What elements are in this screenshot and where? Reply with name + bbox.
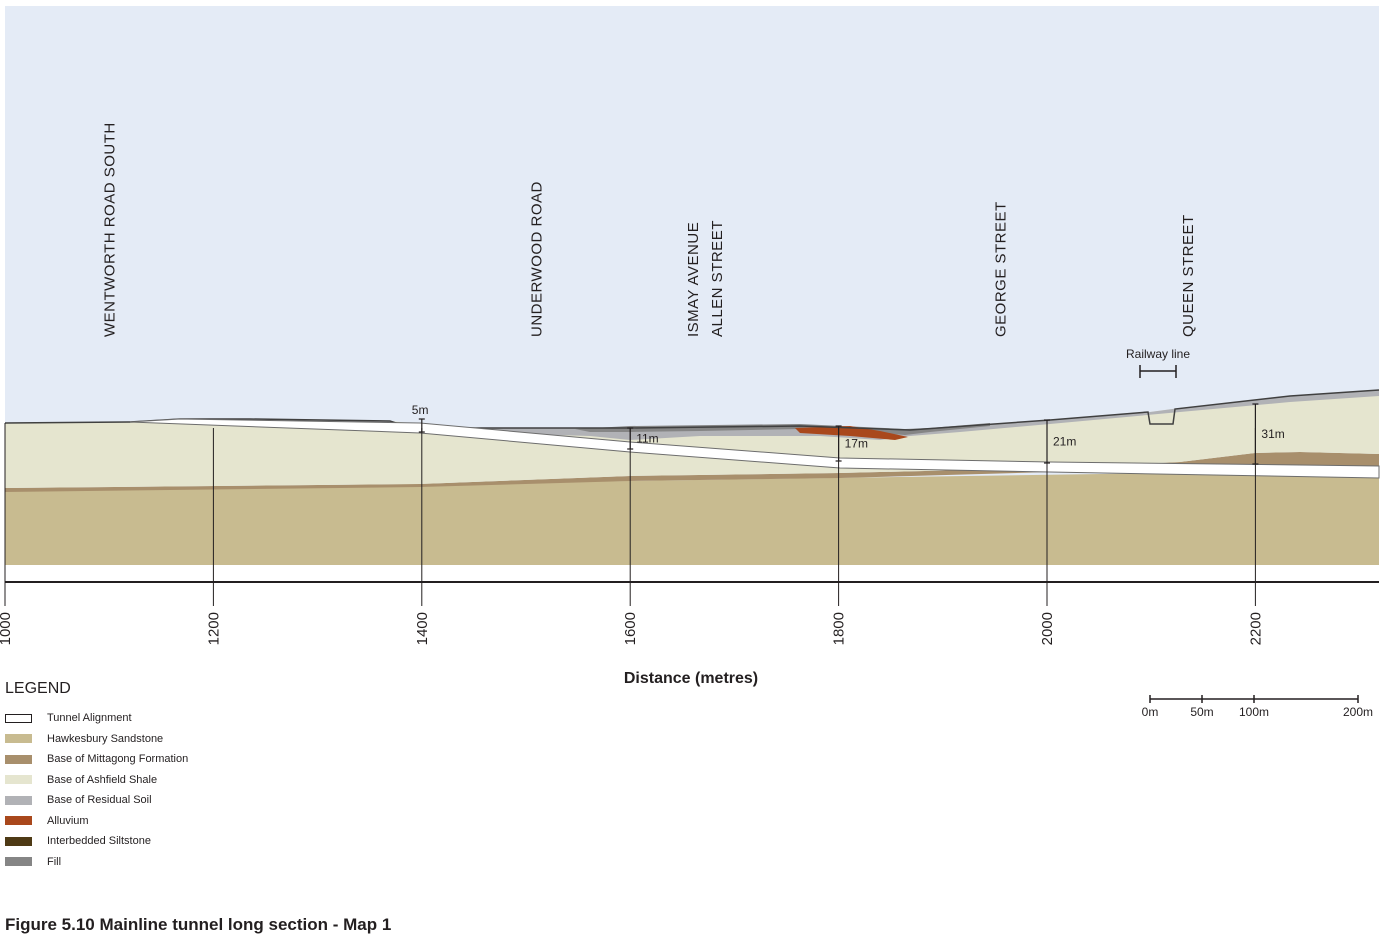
legend-items: Tunnel Alignment Hawkesbury Sandstone Base… — [5, 708, 188, 872]
x-axis-title: Distance (metres) — [624, 670, 758, 687]
legend-swatch — [5, 857, 32, 867]
tick-label: 1800 — [831, 612, 848, 645]
depth-label: 17m — [845, 437, 868, 451]
figure-caption: Figure 5.10 Mainline tunnel long section… — [5, 915, 392, 934]
legend-label: Base of Ashfield Shale — [47, 773, 158, 786]
depth-label: 31m — [1261, 427, 1284, 441]
legend-swatch — [5, 836, 32, 846]
legend-swatch — [5, 754, 32, 764]
alluvium-layer — [795, 426, 908, 440]
legend-item: Interbedded Siltstone — [5, 831, 188, 852]
tick-label: 1400 — [414, 612, 431, 645]
legend-swatch — [5, 795, 32, 805]
legend-label: Fill — [47, 855, 62, 868]
tick-label: 2000 — [1039, 612, 1056, 645]
street-label: UNDERWOOD ROAD — [529, 181, 546, 337]
mittagong-formation-layer — [5, 452, 1379, 492]
scale-bar-label: 50m — [1190, 705, 1213, 719]
depth-label: 11m — [636, 432, 658, 446]
scale-bar-label: 200m — [1343, 705, 1373, 719]
legend-label: Base of Mittagong Formation — [47, 753, 189, 766]
legend-label: Hawkesbury Sandstone — [47, 732, 164, 745]
street-label: ISMAY AVENUE — [685, 222, 702, 337]
street-label: QUEEN STREET — [1180, 214, 1197, 337]
legend-item: Tunnel Alignment — [5, 708, 188, 729]
tick-label: 2200 — [1247, 612, 1264, 645]
legend-title: LEGEND — [5, 680, 71, 697]
legend-item: Hawkesbury Sandstone — [5, 729, 188, 750]
scale-bar: 0m 50m 100m 200m — [1142, 695, 1373, 719]
unshaded-base — [5, 565, 1379, 582]
legend-item: Base of Residual Soil — [5, 790, 188, 811]
legend-item: Base of Ashfield Shale — [5, 770, 188, 791]
legend-swatch — [5, 713, 32, 723]
depth-label: 21m — [1053, 435, 1076, 449]
legend-swatch — [5, 734, 32, 744]
legend-label: Tunnel Alignment — [47, 712, 132, 725]
street-label: GEORGE STREET — [992, 201, 1009, 337]
railway-label: Railway line — [1126, 347, 1190, 361]
street-labels: WENTWORTH ROAD SOUTH UNDERWOOD ROAD ISMAY … — [101, 122, 1196, 337]
scale-bar-label: 100m — [1239, 705, 1269, 719]
legend-item: Alluvium — [5, 811, 188, 832]
legend-label: Interbedded Siltstone — [47, 835, 151, 848]
legend-label: Base of Residual Soil — [47, 794, 152, 807]
street-label: WENTWORTH ROAD SOUTH — [101, 122, 118, 337]
hawkesbury-sandstone-layer — [5, 470, 1379, 565]
legend-item: Fill — [5, 852, 188, 873]
legend-swatch — [5, 816, 32, 826]
tick-label: 1200 — [205, 612, 222, 645]
fill-layer — [575, 423, 990, 435]
tick-label: 1600 — [622, 612, 639, 645]
ground-surface-line — [4, 389, 1380, 431]
scale-bar-label: 0m — [1142, 705, 1159, 719]
depth-callouts: 5m 11m 17m 21m 31m — [412, 403, 1285, 465]
x-axis-tick-labels: 1000 1200 1400 1600 1800 2000 2200 — [0, 612, 1264, 645]
tick-label: 1000 — [0, 612, 14, 645]
legend-swatch — [5, 775, 32, 785]
depth-label: 5m — [412, 403, 429, 417]
legend-label: Alluvium — [47, 814, 89, 827]
legend: LEGEND Tunnel Alignment Hawkesbury Sandst… — [5, 680, 188, 872]
legend-item: Base of Mittagong Formation — [5, 749, 188, 770]
street-label: ALLEN STREET — [709, 220, 726, 337]
railway-marker — [1139, 365, 1177, 378]
